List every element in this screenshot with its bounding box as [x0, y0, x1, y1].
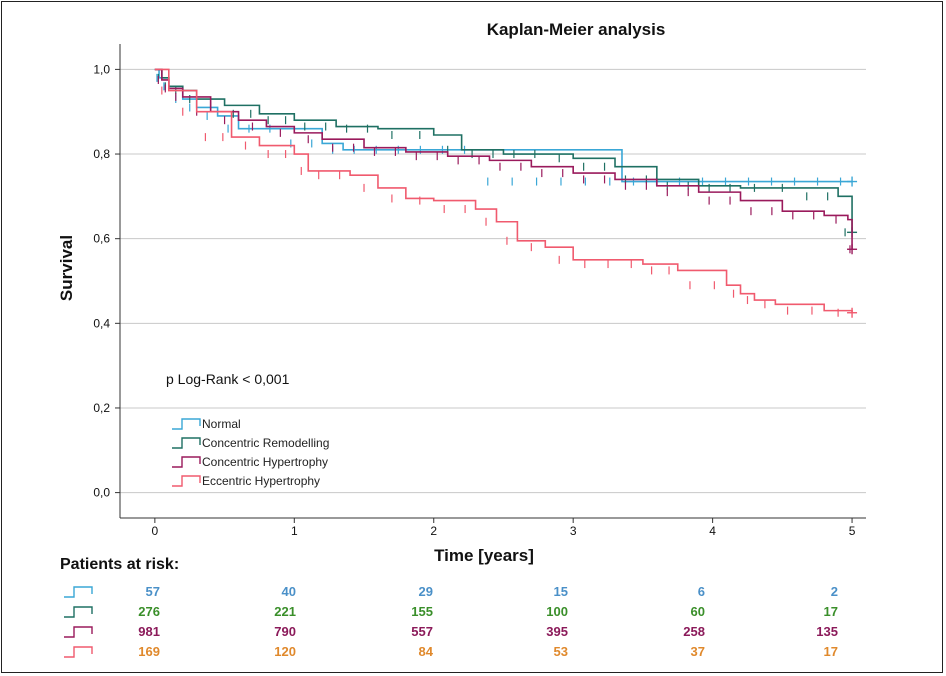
risk-count: 120	[274, 644, 296, 659]
series-eccentric-hypertrophy	[154, 68, 858, 318]
legend-label: Concentric Remodelling	[202, 436, 329, 450]
survival-curve	[154, 68, 853, 233]
x-tick-label: 2	[430, 524, 437, 538]
risk-count: 790	[274, 624, 296, 639]
risk-count: 40	[282, 584, 296, 599]
survival-curve	[154, 68, 853, 313]
risk-count: 557	[411, 624, 433, 639]
risk-count: 17	[824, 644, 838, 659]
risk-count: 258	[683, 624, 705, 639]
risk-count: 17	[824, 604, 838, 619]
risk-count: 276	[138, 604, 160, 619]
risk-row-symbol	[64, 586, 93, 598]
risk-count: 981	[138, 624, 160, 639]
risk-count: 29	[419, 584, 433, 599]
x-tick-label: 3	[570, 524, 577, 538]
legend-label: Concentric Hypertrophy	[202, 455, 328, 469]
y-tick-label: 0,8	[93, 147, 110, 161]
risk-count: 395	[546, 624, 568, 639]
legend-symbol	[172, 456, 201, 468]
legend-label: Normal	[202, 417, 241, 431]
risk-table-title: Patients at risk:	[60, 556, 179, 573]
risk-count: 84	[419, 644, 434, 659]
risk-count: 60	[691, 604, 705, 619]
y-tick-label: 0,6	[93, 232, 110, 246]
risk-count: 135	[816, 624, 838, 639]
risk-row-symbol	[64, 626, 93, 638]
legend-symbol	[172, 418, 201, 430]
x-tick-label: 5	[849, 524, 856, 538]
legend-item: Normal	[172, 417, 241, 431]
y-tick-label: 0,4	[93, 316, 110, 330]
risk-count: 100	[546, 604, 568, 619]
y-tick-label: 1,0	[93, 62, 110, 76]
risk-count: 15	[554, 584, 568, 599]
y-axis-label: Survival	[57, 235, 76, 301]
risk-count: 221	[274, 604, 296, 619]
risk-row: 276 221 155 100 60 17	[64, 604, 838, 619]
legend-item: Eccentric Hypertrophy	[172, 474, 320, 488]
risk-count: 6	[698, 584, 705, 599]
series-concentric-remodelling	[154, 68, 858, 238]
survival-curve	[154, 68, 853, 183]
y-tick-label: 0,0	[93, 486, 110, 500]
risk-count: 2	[831, 584, 838, 599]
chart-title: Kaplan-Meier analysis	[487, 20, 666, 39]
risk-row: 981 790 557 395 258 135	[64, 624, 838, 639]
legend-item: Concentric Hypertrophy	[172, 455, 328, 469]
legend-label: Eccentric Hypertrophy	[202, 474, 320, 488]
series-normal	[154, 68, 858, 187]
log-rank-annotation: p Log-Rank < 0,001	[166, 371, 290, 387]
risk-count: 57	[146, 584, 160, 599]
x-axis-label: Time [years]	[434, 546, 534, 565]
risk-count: 37	[691, 644, 705, 659]
risk-row-symbol	[64, 606, 93, 618]
risk-count: 53	[554, 644, 568, 659]
x-tick-label: 0	[152, 524, 159, 538]
series-layer	[154, 68, 858, 318]
legend-symbol	[172, 475, 201, 487]
axes: 0,0 0,2 0,4 0,6 0,8 1,0 0 1 2 3 4 5	[93, 44, 866, 538]
x-tick-label: 1	[291, 524, 298, 538]
risk-row: 169 120 84 53 37 17	[64, 644, 838, 659]
risk-row-symbol	[64, 646, 93, 658]
legend-item: Concentric Remodelling	[172, 436, 329, 450]
risk-row: 57 40 29 15 6 2	[64, 584, 838, 599]
survival-curve	[154, 68, 853, 250]
risk-count: 155	[411, 604, 433, 619]
risk-count: 169	[138, 644, 160, 659]
legend: Normal Concentric Remodelling Concentric H…	[172, 417, 329, 488]
x-tick-label: 4	[709, 524, 716, 538]
y-tick-label: 0,2	[93, 401, 110, 415]
legend-symbol	[172, 437, 201, 449]
series-concentric-hypertrophy	[154, 68, 858, 255]
risk-table: 57 40 29 15 6 2 276 221 155 100 60 17 981 790 557 395 25…	[64, 584, 838, 659]
